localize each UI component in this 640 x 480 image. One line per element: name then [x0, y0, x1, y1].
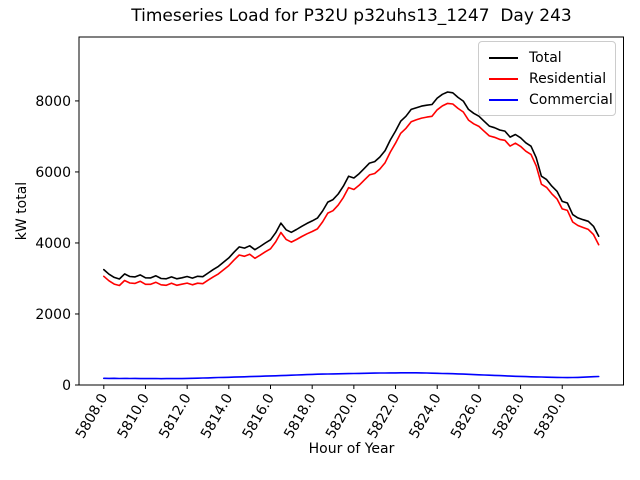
- legend-swatch-total-line-icon: [489, 56, 518, 59]
- legend-swatch-residential-line-icon: [489, 77, 518, 80]
- x-tick-label: 5808.0: [73, 391, 111, 441]
- legend-item-total: Total: [489, 47, 607, 68]
- legend: Total Residential Commercial: [478, 41, 616, 116]
- series-commercial-line: [103, 371, 600, 380]
- x-tick-label: 5820.0: [323, 391, 361, 441]
- legend-item-residential: Residential: [489, 68, 607, 89]
- x-tick-label: 5830.0: [531, 391, 569, 441]
- y-tick-label: 0: [62, 378, 71, 394]
- legend-label-total: Total: [529, 49, 562, 66]
- series-residential-line: [103, 102, 600, 287]
- legend-item-commercial: Commercial: [489, 89, 613, 110]
- chart-title: Timeseries Load for P32U p32uhs13_1247 D…: [131, 6, 572, 26]
- y-tick-label: 4000: [35, 236, 71, 252]
- y-tick-label: 8000: [35, 94, 71, 110]
- x-tick-label: 5824.0: [406, 391, 444, 441]
- x-tick-label: 5828.0: [490, 391, 528, 441]
- x-axis-label: Hour of Year: [308, 441, 395, 457]
- x-tick-label: 5816.0: [240, 391, 278, 441]
- legend-swatch-commercial-line-icon: [489, 98, 518, 101]
- legend-label-residential: Residential: [529, 70, 607, 87]
- legend-label-commercial: Commercial: [529, 91, 613, 108]
- y-axis-label-text: kW total: [14, 181, 30, 241]
- x-tick-label: 5810.0: [115, 391, 153, 441]
- y-tick-label: 2000: [35, 307, 71, 323]
- x-tick-label: 5812.0: [156, 391, 194, 441]
- x-tick-label: 5818.0: [281, 391, 319, 441]
- y-tick-label: 6000: [35, 165, 71, 181]
- x-tick-label: 5814.0: [198, 391, 236, 441]
- x-tick-label: 5826.0: [448, 391, 486, 441]
- x-tick-label: 5822.0: [365, 391, 403, 441]
- series-total-line: [103, 91, 600, 280]
